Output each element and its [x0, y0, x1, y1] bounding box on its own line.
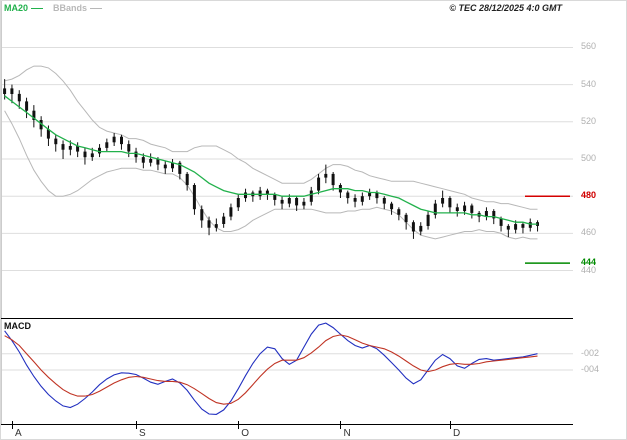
support-label: 444: [581, 257, 597, 268]
macd-axis-label: -004: [581, 363, 600, 374]
legend-ma20-dash: [31, 7, 44, 9]
macd-panel-svg: [1, 322, 573, 415]
price-axis-label: 560: [581, 41, 597, 52]
chart-timestamp: © TEC 28/12/2025 4:0 GMT: [449, 3, 562, 13]
price-axis-label: 540: [581, 78, 597, 89]
panel-divider: [1, 318, 573, 319]
month-tick: [340, 421, 342, 429]
legend-ma20: MA20: [4, 3, 44, 13]
macd-axis-label: -002: [581, 347, 600, 358]
month-label: A: [14, 428, 22, 439]
bb-upper-band: [4, 65, 538, 210]
month-tick: [11, 421, 13, 429]
price-axis-label: 440: [581, 264, 597, 275]
month-label: S: [139, 428, 146, 439]
value-axis-gutter: 560 540 520 500 480 460 440 480 444 -002 -004: [573, 1, 626, 439]
legend: MA20 BBands: [4, 3, 103, 13]
price-panel-svg: [1, 47, 573, 271]
macd-indicator-label: MACD: [4, 321, 31, 331]
legend-bbands: BBands: [53, 3, 103, 13]
month-label: D: [452, 428, 461, 439]
month-label: N: [343, 428, 351, 439]
left-axis-line: [1, 1, 2, 425]
month-label: O: [241, 428, 250, 439]
ma20-line: [4, 95, 538, 225]
month-tick: [136, 421, 138, 429]
legend-ma20-label: MA20: [4, 3, 29, 13]
price-axis-label: 520: [581, 115, 597, 126]
price-axis-label: 480: [581, 190, 597, 201]
signal-line: [4, 334, 538, 405]
legend-bbands-dash: [90, 7, 103, 9]
resistance-label: 480: [581, 190, 597, 201]
price-axis-label: 500: [581, 153, 597, 163]
month-tick: [238, 421, 240, 429]
month-tick: [449, 421, 451, 429]
bb-lower-band: [4, 110, 538, 240]
macd-line: [4, 322, 538, 415]
price-axis-label: 460: [581, 227, 597, 238]
legend-bbands-label: BBands: [53, 3, 88, 13]
